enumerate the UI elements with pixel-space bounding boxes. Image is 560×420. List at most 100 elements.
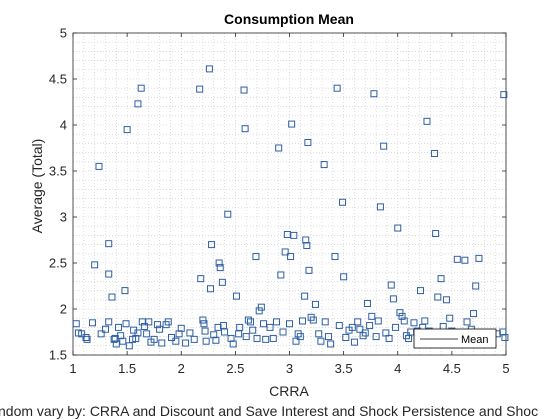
data-point — [363, 299, 371, 307]
data-point — [78, 330, 86, 338]
y-tick-label: 3 — [60, 210, 67, 225]
data-point — [374, 317, 382, 325]
data-point — [197, 275, 205, 283]
data-point — [123, 126, 131, 134]
data-point — [394, 224, 402, 232]
data-point — [232, 292, 240, 300]
data-point — [134, 329, 142, 337]
data-point — [305, 266, 313, 274]
data-point — [287, 253, 295, 261]
data-point — [153, 321, 161, 329]
data-point — [434, 293, 442, 301]
data-point — [190, 335, 198, 343]
data-point — [277, 271, 285, 279]
data-point — [242, 333, 250, 341]
data-point — [292, 337, 300, 345]
x-tick-label: 1.5 — [118, 361, 136, 376]
data-point — [119, 337, 127, 345]
data-point — [279, 328, 287, 336]
data-point — [91, 261, 99, 269]
data-point — [260, 320, 268, 328]
data-point — [257, 303, 265, 311]
data-point — [266, 323, 274, 331]
data-point — [216, 264, 224, 272]
grid — [73, 33, 506, 355]
data-point — [311, 300, 319, 308]
data-point — [121, 287, 129, 295]
data-point — [387, 281, 395, 289]
data-point — [303, 242, 311, 250]
data-point — [296, 333, 304, 341]
data-point — [380, 142, 388, 150]
y-tick-label: 2 — [60, 302, 67, 317]
legend-entry-mean: Mean — [461, 334, 489, 346]
data-point — [224, 210, 232, 218]
data-point — [298, 317, 306, 325]
data-point — [229, 340, 237, 348]
data-point — [431, 150, 439, 158]
data-point — [361, 329, 369, 337]
data-point — [320, 161, 328, 169]
data-point — [437, 275, 445, 283]
data-point — [421, 317, 429, 325]
data-point — [304, 138, 312, 146]
data-point — [398, 312, 406, 320]
y-axis-ticks: 1.5 2 2.5 3 3.5 4 4.5 5 — [49, 26, 506, 363]
x-tick-label: 2 — [178, 361, 185, 376]
data-point — [442, 296, 450, 304]
data-point — [252, 253, 260, 261]
data-point — [158, 339, 166, 347]
y-tick-label: 3.5 — [49, 164, 67, 179]
data-point — [315, 330, 323, 338]
data-point — [182, 339, 190, 347]
data-point — [389, 295, 397, 303]
data-point — [275, 144, 283, 152]
data-point — [416, 287, 424, 295]
data-point — [247, 318, 255, 326]
y-tick-label: 2.5 — [49, 256, 67, 271]
data-point — [366, 322, 374, 330]
data-point — [206, 285, 214, 293]
data-point — [208, 241, 216, 249]
data-point — [446, 314, 454, 322]
data-point — [88, 319, 96, 327]
data-point — [321, 318, 329, 326]
data-point — [82, 334, 90, 342]
data-point — [281, 248, 289, 256]
data-point — [501, 334, 509, 342]
x-axis-label: CRRA — [269, 383, 309, 399]
data-point — [218, 278, 226, 286]
data-point — [122, 320, 130, 328]
legend: Mean — [413, 328, 497, 349]
data-point — [461, 256, 469, 264]
data-point — [240, 86, 248, 94]
data-point — [105, 240, 113, 248]
data-point — [105, 270, 113, 278]
data-point — [244, 316, 252, 324]
chart-title: Consumption Mean — [224, 11, 354, 27]
data-point — [97, 330, 105, 338]
data-point — [273, 318, 281, 326]
data-point — [255, 307, 263, 315]
data-point — [331, 253, 339, 261]
data-point — [200, 320, 208, 328]
y-tick-label: 1.5 — [49, 348, 67, 363]
data-point — [137, 84, 145, 92]
data-point — [309, 316, 317, 324]
data-point — [172, 337, 180, 345]
data-point — [324, 333, 332, 341]
y-tick-label: 4 — [60, 118, 67, 133]
data-point — [407, 328, 415, 336]
data-points — [72, 65, 509, 350]
data-point — [110, 335, 118, 343]
data-point — [472, 282, 480, 290]
x-tick-label: 3 — [286, 361, 293, 376]
data-point — [150, 335, 158, 343]
data-point — [202, 337, 210, 345]
data-point — [392, 323, 400, 331]
data-point — [372, 333, 380, 341]
y-axis-label: Average (Total) — [29, 139, 45, 234]
data-point — [145, 318, 153, 326]
data-point — [339, 198, 347, 206]
